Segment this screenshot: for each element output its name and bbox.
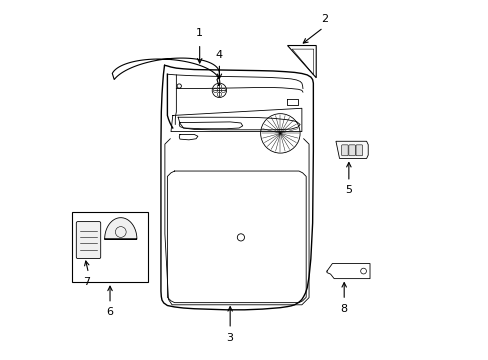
Text: 2: 2 (321, 14, 328, 24)
Bar (72, 212, 147, 282)
Text: 4: 4 (215, 50, 223, 60)
Text: 7: 7 (83, 277, 90, 287)
Text: 3: 3 (226, 333, 233, 343)
Polygon shape (104, 218, 137, 239)
Text: 5: 5 (345, 185, 352, 195)
Text: 8: 8 (340, 304, 347, 314)
FancyBboxPatch shape (341, 145, 347, 156)
FancyBboxPatch shape (76, 222, 101, 258)
FancyBboxPatch shape (348, 145, 355, 156)
FancyBboxPatch shape (355, 145, 362, 156)
Text: 6: 6 (106, 307, 113, 317)
Text: 1: 1 (196, 28, 203, 39)
Polygon shape (335, 141, 367, 158)
